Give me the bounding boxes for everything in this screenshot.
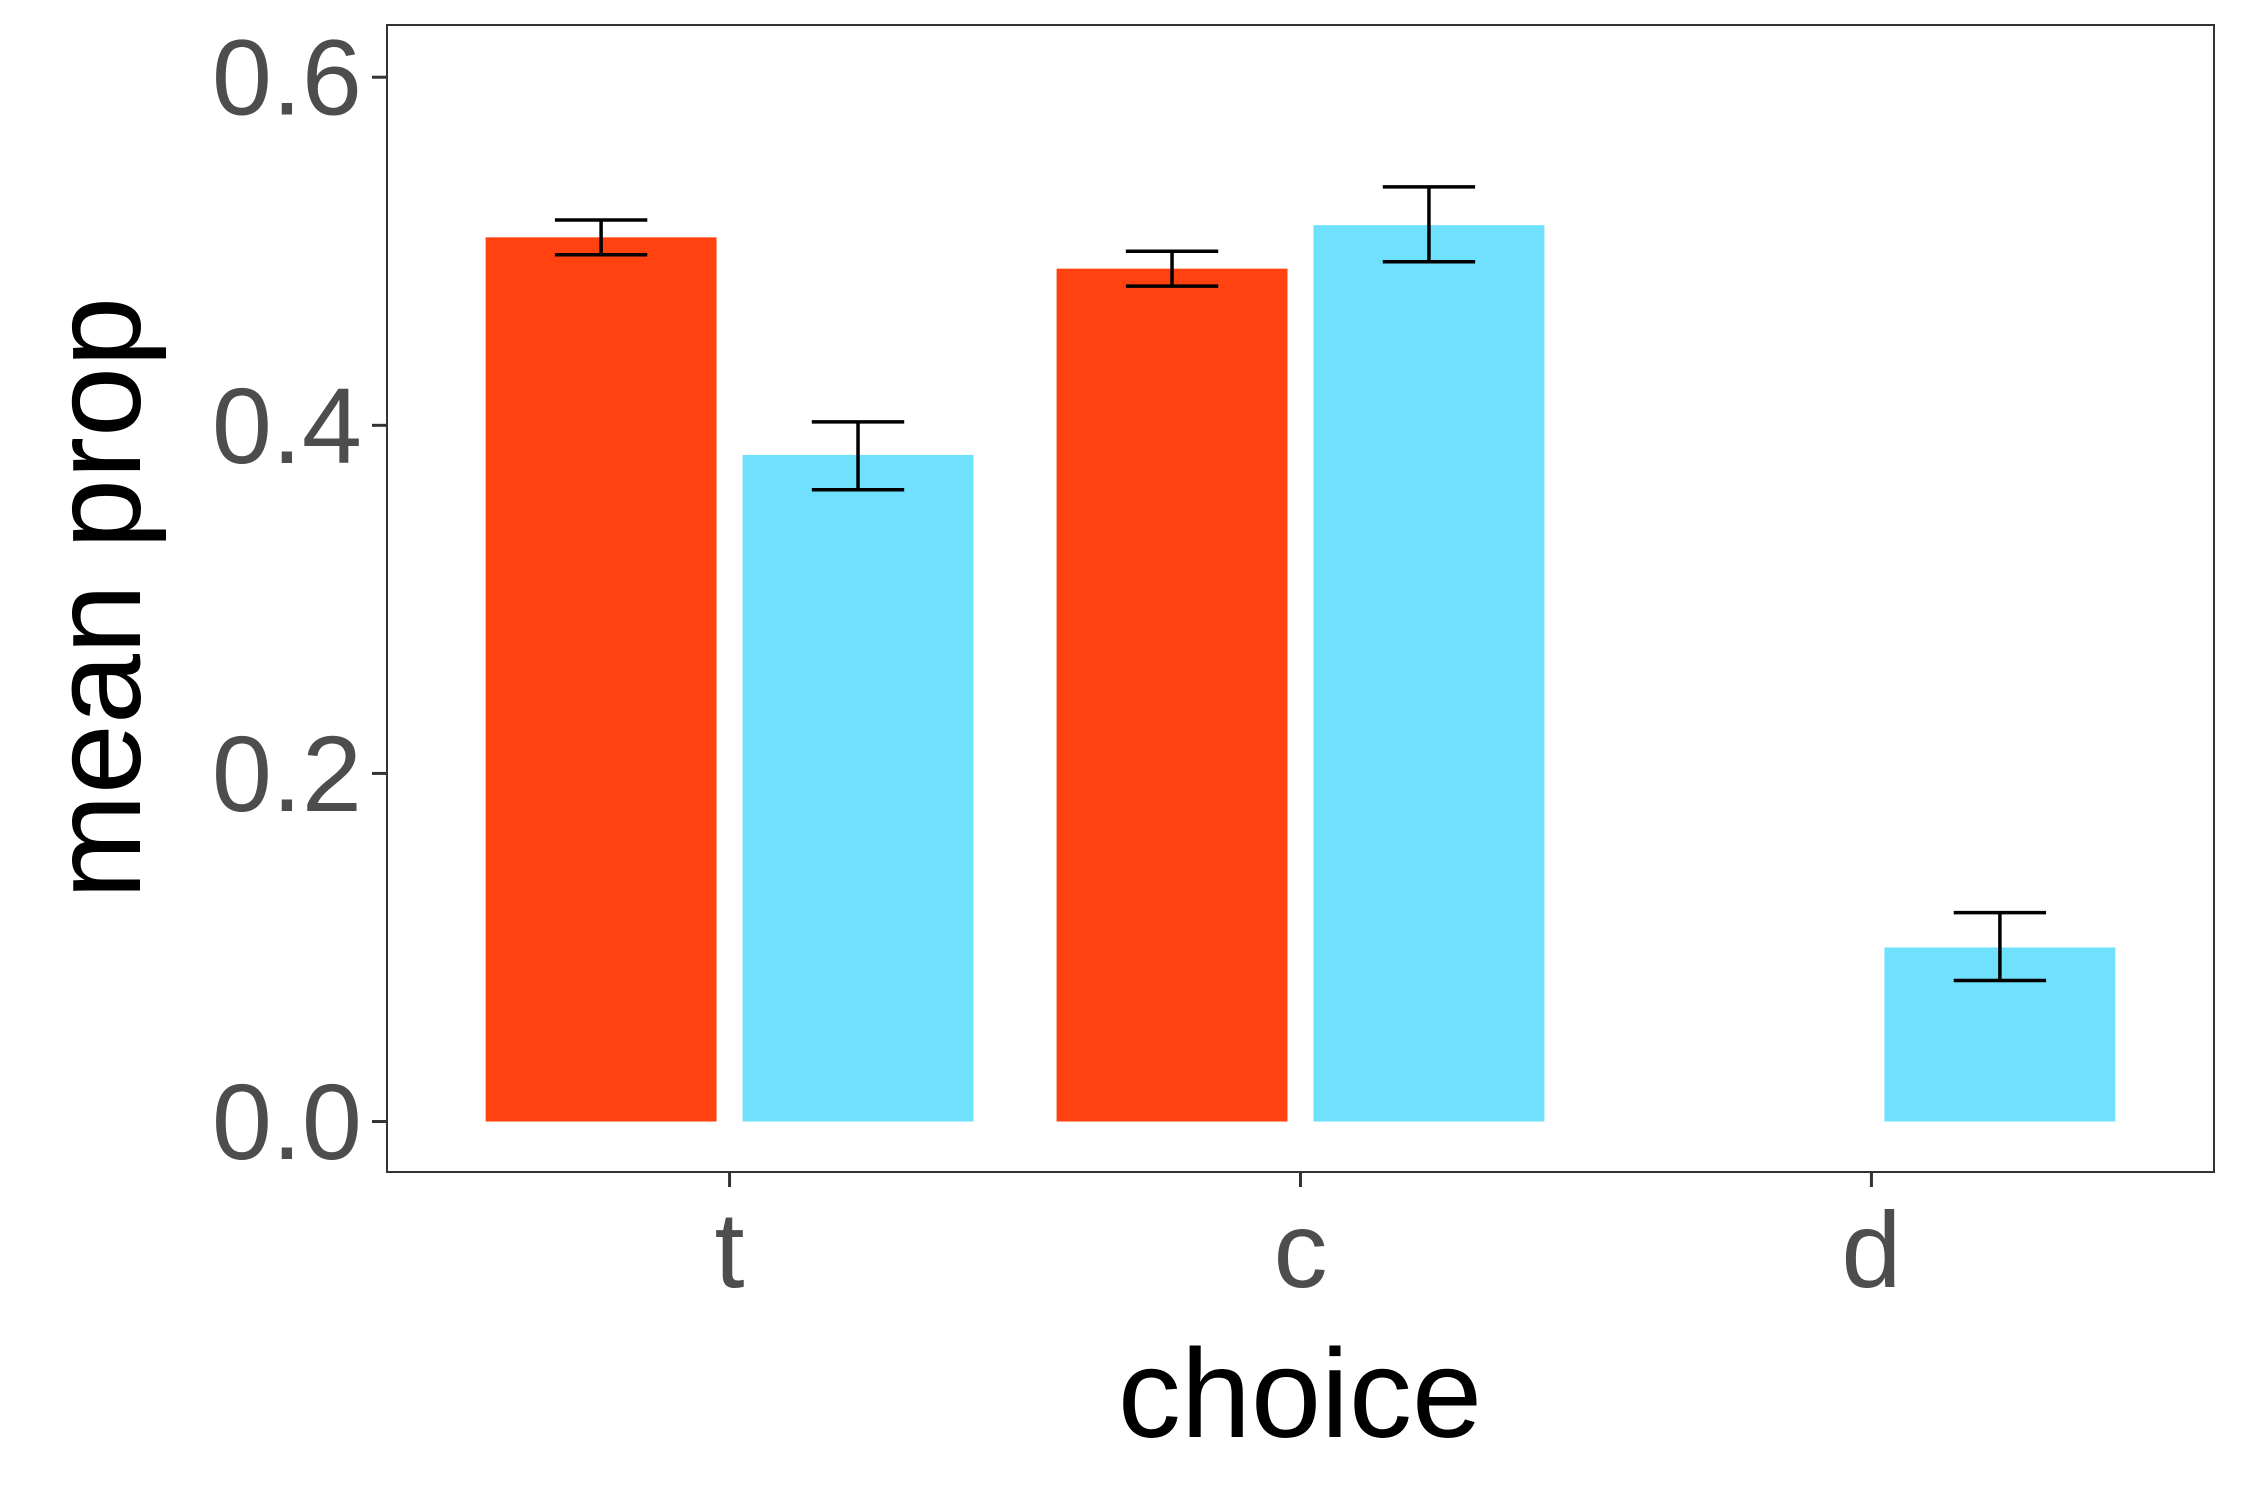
bar-c-series-2	[1313, 225, 1545, 1122]
error-bar-t-series-1	[554, 218, 648, 257]
x-tick-label: c	[1274, 1189, 1328, 1310]
bar-t-series-2	[742, 454, 974, 1122]
x-tick-label: d	[1841, 1189, 1901, 1310]
plot-marks	[485, 185, 2116, 1122]
error-bar-c-series-1	[1125, 249, 1219, 288]
y-tick-label: 0.6	[212, 17, 362, 138]
error-bar-t-series-2	[811, 420, 905, 492]
error-bar-c-series-2	[1382, 185, 1476, 264]
y-axis-title: mean prop	[26, 297, 167, 899]
y-tick-label: 0.0	[212, 1061, 362, 1182]
error-bar-d-series-2	[1953, 910, 2047, 983]
bar-c-series-1	[1056, 268, 1288, 1122]
y-tick-label: 0.2	[212, 713, 362, 834]
x-axis-title: choice	[1118, 1323, 1482, 1464]
y-tick-label: 0.4	[212, 365, 362, 486]
y-axis: 0.0 0.2 0.4 0.6	[212, 17, 387, 1182]
x-tick-label: t	[715, 1189, 745, 1310]
bar-t-series-1	[485, 237, 717, 1122]
